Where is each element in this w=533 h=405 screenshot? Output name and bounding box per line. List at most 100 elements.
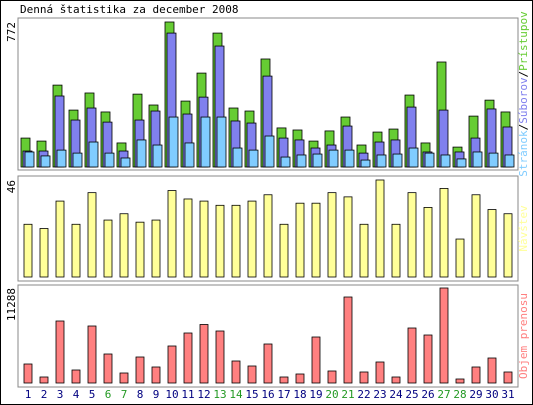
- x-tick-label: 12: [197, 388, 210, 401]
- x-tick-label: 8: [137, 388, 144, 401]
- x-tick-label: 14: [229, 388, 243, 401]
- bar: [327, 192, 337, 278]
- bar: [343, 196, 353, 278]
- bar: [119, 372, 129, 384]
- bar: [440, 154, 451, 168]
- bar: [231, 204, 241, 278]
- bar: [503, 213, 513, 278]
- legend-separator: /: [517, 124, 530, 131]
- x-tick-label: 7: [121, 388, 128, 401]
- x-tick-label: 31: [501, 388, 514, 401]
- legend-separator: /: [517, 71, 530, 78]
- bar: [295, 373, 305, 384]
- bar: [40, 155, 51, 168]
- x-tick-label: 6: [105, 388, 112, 401]
- bar: [487, 357, 497, 384]
- bar: [391, 223, 401, 278]
- bar: [151, 219, 161, 278]
- bar: [135, 221, 145, 278]
- bar: [88, 141, 99, 168]
- x-tick-label: 28: [453, 388, 466, 401]
- bar: [199, 200, 209, 278]
- bar: [247, 365, 257, 384]
- bar: [263, 343, 273, 384]
- bar: [439, 287, 449, 384]
- bar: [472, 151, 483, 168]
- bar: [71, 369, 81, 384]
- x-tick-label: 30: [485, 388, 498, 401]
- bar: [248, 149, 259, 168]
- bar: [168, 116, 179, 168]
- bar: [263, 194, 273, 278]
- bar: [295, 202, 305, 278]
- bar: [55, 200, 65, 278]
- x-tick-label: 3: [57, 388, 64, 401]
- x-tick-label: 27: [437, 388, 450, 401]
- bar: [424, 152, 435, 168]
- bar: [247, 200, 257, 278]
- bar: [72, 152, 83, 168]
- bar: [103, 353, 113, 384]
- legend-entry: Súborov: [517, 77, 530, 124]
- x-tick-label: 9: [153, 388, 160, 401]
- legend-entry: Objem prenosu: [517, 293, 530, 379]
- bar: [199, 324, 209, 384]
- bar: [152, 144, 163, 168]
- bar: [216, 116, 227, 168]
- bar: [183, 198, 193, 278]
- bar: [184, 142, 195, 168]
- y-tick-label: 46: [5, 180, 18, 193]
- bar: [24, 151, 35, 168]
- x-tick-label: 1: [25, 388, 32, 401]
- x-tick-label: 21: [341, 388, 354, 401]
- bar: [344, 149, 355, 168]
- x-tick-label: 22: [357, 388, 370, 401]
- bar: [120, 157, 131, 168]
- bar: [456, 158, 467, 168]
- bar: [87, 325, 97, 384]
- bar: [504, 154, 515, 168]
- y-tick-label: 772: [5, 22, 18, 42]
- x-tick-label: 4: [73, 388, 80, 401]
- bar: [311, 336, 321, 384]
- x-tick-label: 23: [373, 388, 386, 401]
- bar: [23, 223, 33, 278]
- bar: [503, 371, 513, 384]
- bar: [439, 188, 449, 278]
- bar: [359, 371, 369, 384]
- bar: [343, 296, 353, 384]
- bar: [279, 223, 289, 278]
- x-tick-label: 10: [165, 388, 178, 401]
- bar: [407, 192, 417, 278]
- bar: [360, 159, 371, 168]
- x-tick-label: 11: [181, 388, 194, 401]
- x-tick-label: 25: [405, 388, 418, 401]
- legend-entry: Návštev: [517, 205, 530, 252]
- x-tick-label: 5: [89, 388, 96, 401]
- x-tick-label: 15: [245, 388, 258, 401]
- legend: Objem prenosu: [517, 293, 530, 379]
- bar: [56, 149, 67, 168]
- bar: [264, 135, 275, 168]
- bar: [183, 332, 193, 384]
- bar: [487, 209, 497, 278]
- bar: [488, 152, 499, 168]
- x-tick-label: 20: [325, 388, 338, 401]
- bar: [455, 378, 465, 384]
- x-tick-label: 18: [293, 388, 306, 401]
- bar: [167, 190, 177, 278]
- bar: [119, 213, 129, 278]
- bar: [104, 152, 115, 168]
- bar: [407, 327, 417, 384]
- bar: [215, 330, 225, 384]
- bar: [375, 361, 385, 384]
- bar: [55, 320, 65, 384]
- bar: [423, 334, 433, 384]
- bar: [136, 139, 147, 168]
- bar: [167, 345, 177, 384]
- bar: [231, 360, 241, 384]
- x-tick-label: 29: [469, 388, 482, 401]
- bar: [311, 202, 321, 278]
- bar: [376, 154, 387, 168]
- legend: Stránok/Súborov/Prístupov: [517, 11, 530, 177]
